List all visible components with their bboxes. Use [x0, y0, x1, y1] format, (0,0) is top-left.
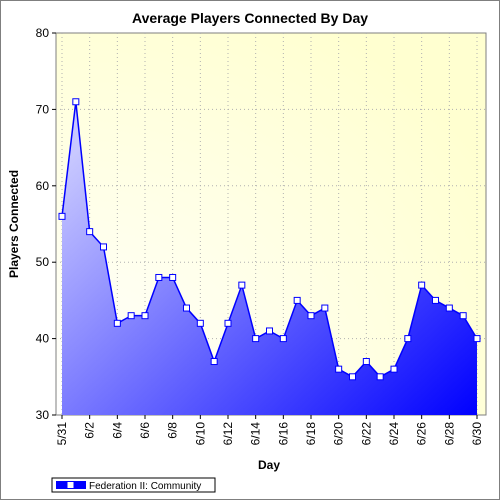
data-point	[169, 273, 177, 281]
x-tick-label: 6/2	[83, 422, 97, 439]
data-point	[432, 296, 439, 304]
data-point	[279, 335, 287, 343]
data-point	[362, 358, 370, 366]
data-point	[459, 312, 467, 320]
x-tick-label: 6/26	[415, 422, 429, 446]
data-point	[210, 358, 218, 366]
x-tick-label: 6/20	[332, 422, 346, 446]
x-tick-label: 6/30	[470, 422, 484, 446]
data-point	[335, 365, 343, 373]
data-point	[252, 335, 260, 343]
series-area	[62, 101, 477, 415]
data-point	[404, 335, 412, 343]
y-tick-label: 80	[36, 26, 50, 40]
data-point	[376, 373, 384, 381]
x-tick-label: 6/22	[359, 422, 373, 446]
legend: Federation II: Community	[51, 477, 216, 493]
x-tick-label: 6/24	[387, 422, 401, 446]
data-point	[58, 212, 66, 220]
x-tick-label: 6/6	[138, 422, 152, 439]
x-tick-label: 6/16	[276, 422, 290, 446]
data-point	[183, 304, 190, 312]
legend-label: Federation II: Community	[89, 481, 201, 492]
data-point	[390, 365, 398, 373]
series-layer	[58, 98, 481, 415]
data-point	[224, 319, 232, 327]
data-point	[155, 273, 163, 281]
data-point	[72, 98, 80, 106]
data-point	[418, 281, 426, 289]
data-point	[307, 312, 315, 320]
y-tick-label: 60	[36, 179, 50, 193]
data-point	[321, 304, 329, 312]
x-tick-label: 6/14	[249, 422, 263, 446]
chart-title: Average Players Connected By Day	[132, 10, 368, 26]
y-axis-label: Players Connected	[7, 170, 21, 278]
y-tick-label: 40	[36, 332, 50, 346]
data-point	[349, 373, 356, 381]
y-tick-label: 30	[36, 408, 50, 422]
x-tick-label: 6/4	[110, 422, 124, 439]
axes: 30 40 50 60 70 80 5/31 6/2 6/4 6/6 6/8 6/10 6/12 6/14…	[36, 26, 484, 445]
legend-swatch	[56, 481, 86, 489]
data-point	[445, 304, 453, 312]
x-tick-label: 6/8	[166, 422, 180, 439]
data-point	[127, 312, 135, 320]
x-axis-label: Day	[258, 458, 280, 472]
x-tick-label: 6/12	[221, 422, 235, 446]
x-tick-label: 6/28	[442, 422, 456, 446]
data-point	[113, 319, 121, 327]
x-tick-label: 6/18	[304, 422, 318, 446]
data-point	[293, 296, 301, 304]
data-point	[196, 319, 204, 327]
data-point	[266, 327, 273, 335]
y-tick-label: 50	[36, 255, 50, 269]
data-point	[86, 228, 94, 236]
data-point	[238, 281, 246, 289]
y-tick-label: 70	[36, 102, 50, 116]
data-point	[141, 312, 149, 320]
legend-box	[51, 477, 216, 493]
data-point	[473, 335, 481, 343]
x-tick-label: 5/31	[55, 422, 69, 446]
data-point	[100, 243, 107, 251]
x-tick-label: 6/10	[193, 422, 207, 446]
